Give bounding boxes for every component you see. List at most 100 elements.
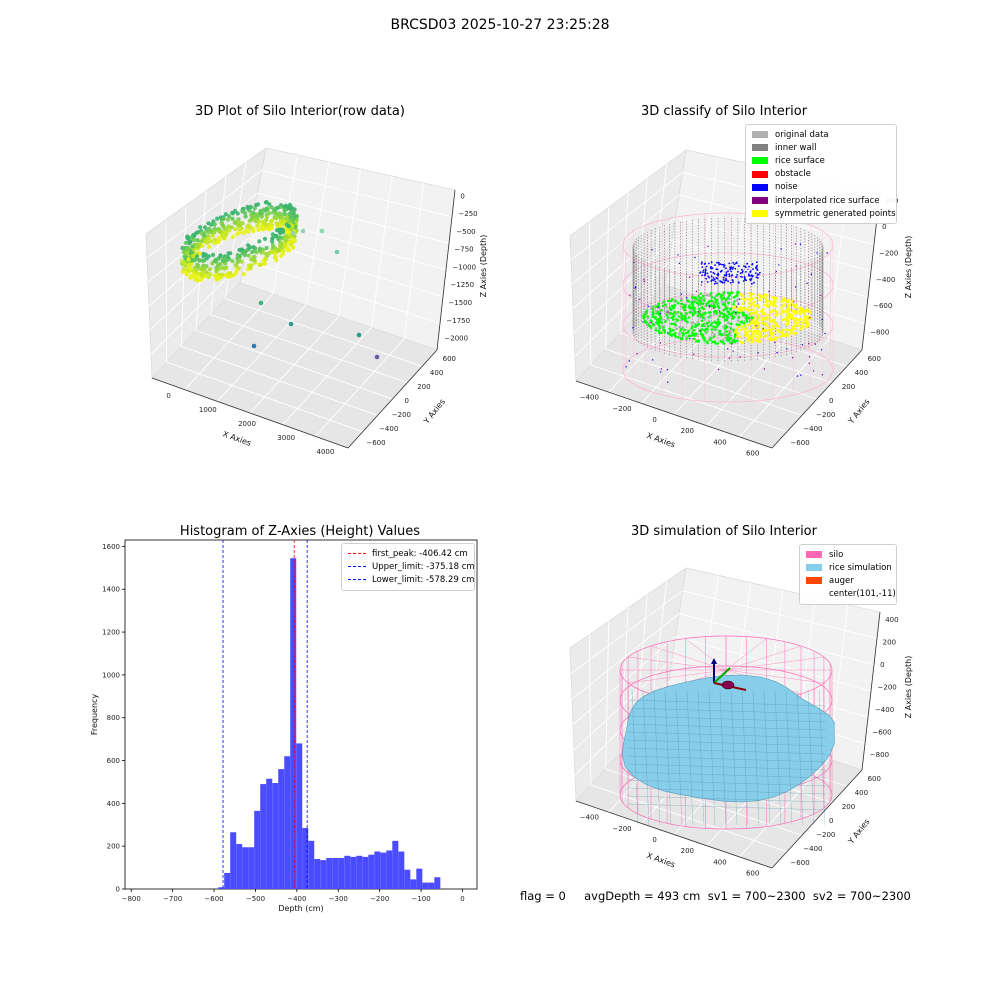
plot4-silo-spoke (725, 656, 824, 671)
plot2-surface-point (785, 318, 789, 322)
plot2-surface-point (745, 316, 748, 319)
histogram-y-tick-label: 1600 (102, 543, 120, 551)
plot2-noise-point (727, 348, 729, 350)
plot2-surface-point (680, 316, 684, 319)
plot2-noise-point (776, 351, 778, 354)
plot2-noise-point (712, 271, 715, 274)
plot2-noise-point (711, 267, 714, 270)
plot2-surface-point (785, 328, 788, 332)
plot2-surface-point (734, 333, 737, 337)
plot2-noise-point (730, 270, 733, 273)
plot2-surface-point (742, 321, 746, 325)
plot1-point (190, 244, 195, 249)
plot1-3d-scatter: 010002000300040006004002000−200−400−6000… (145, 147, 488, 456)
plot4-x-axis-line (575, 800, 773, 869)
plot2-x-tick-label: 400 (713, 438, 726, 446)
plot2-surface-point (730, 328, 734, 331)
plot2-surface-point (785, 301, 789, 304)
histogram-y-tick-label: 1400 (102, 586, 120, 594)
plot4-3d-simulation: −400−20002004006006004002000−200−400−600… (569, 567, 913, 877)
plot4-legend: silo rice simulation auger center(101,-11) (799, 544, 897, 605)
plot4-auger-z-arrowhead (711, 658, 717, 664)
plot2-z-tick-label: −400 (876, 276, 895, 284)
plot2-surface-point (747, 337, 751, 341)
plot1-point (199, 277, 204, 282)
plot2-surface-point (658, 320, 661, 324)
plot2-surface-point (670, 298, 674, 301)
plot1-outlier-point (251, 343, 257, 349)
plot2-surface-point (697, 307, 701, 311)
plot2-surface-point (698, 316, 701, 319)
plot1-point (233, 262, 238, 267)
plot2-noise-point (725, 273, 728, 276)
plot2-surface-point (758, 298, 762, 302)
plot2-surface-point (711, 331, 714, 334)
plot4-mesh-line (627, 715, 827, 723)
plot1-point (221, 224, 226, 229)
plot1-point (279, 204, 284, 209)
plot2-surface-point (775, 314, 778, 317)
plot2-noise-point (724, 279, 727, 282)
plot2-noise-point (735, 276, 737, 279)
plot2-noise-point (748, 265, 750, 268)
plot1-x-axis-line (151, 377, 349, 449)
plot2-noise-point (806, 282, 808, 284)
plot2-legend-item: symmetric generated points (752, 207, 896, 220)
plot2-surface-point (735, 327, 738, 331)
plot2-noise-point (728, 275, 731, 278)
plot4-mesh-line (627, 779, 827, 787)
plot4-legend-item: auger (806, 574, 890, 587)
histogram-bar (368, 854, 375, 889)
plot2-surface-point (657, 329, 661, 333)
plot1-point (252, 206, 257, 211)
plot2-surface-point (700, 306, 704, 309)
histogram-bar (290, 558, 297, 889)
plot1-point (239, 259, 244, 264)
plot1-point (202, 258, 207, 263)
plot2-noise-point (763, 368, 765, 370)
plot1-point (190, 254, 196, 259)
plot2-surface-point (650, 306, 653, 309)
plot2-noise-point (693, 353, 695, 355)
plot2-noise-point (723, 264, 726, 267)
plot2-surface-point (791, 299, 794, 303)
plot2-noise-point (794, 243, 797, 245)
plot2-surface-point (741, 325, 744, 328)
histogram-bar (374, 851, 381, 889)
histogram-y-tick-label: 0 (116, 886, 120, 894)
plot2-surface-point (710, 291, 713, 295)
plot2-surface-point (762, 303, 766, 307)
plot4-legend-item: silo (806, 548, 890, 561)
plot2-surface-point (739, 328, 743, 332)
plot1-y-tick-label: 600 (443, 355, 456, 363)
plot2-surface-point (786, 310, 789, 314)
plot2-noise-point (736, 274, 738, 276)
plot2-legend-label: noise (775, 182, 798, 193)
plot4-mesh-line (730, 689, 738, 826)
plot4-x-tick-label: −200 (612, 825, 631, 833)
plot2-noise-point (718, 310, 721, 312)
plot2-surface-point (674, 323, 677, 327)
plot2-surface-point (691, 294, 694, 297)
plot2-surface-point (772, 321, 776, 325)
plot2-noise-point (750, 274, 753, 276)
plot2-noise-point (639, 298, 641, 301)
plot1-z-tick-label: −500 (456, 228, 475, 236)
plot2-noise-point (660, 368, 662, 370)
plot2-noise-point (756, 261, 758, 263)
plot2-noise-point (795, 286, 797, 288)
plot2-surface-point (732, 296, 736, 299)
plot2-surface-point (718, 329, 722, 333)
plot4-mesh-line (785, 689, 793, 826)
plot1-point (228, 271, 233, 276)
plot2-noise-point (744, 278, 747, 281)
plot1-point (265, 207, 270, 212)
plot2-noise-point (629, 294, 631, 296)
plot2-noise-point (710, 261, 713, 264)
plot2-surface-point (679, 337, 683, 341)
plot3-histogram: −800 −700 −600 −500 −400 −300 −200 −100 0 0 200 400… (90, 539, 478, 913)
plot1-y-axis-line (347, 349, 438, 449)
plot2-noise-point (755, 265, 758, 268)
plot2-surface-point (680, 314, 684, 318)
plot2-noise-point (707, 245, 709, 248)
